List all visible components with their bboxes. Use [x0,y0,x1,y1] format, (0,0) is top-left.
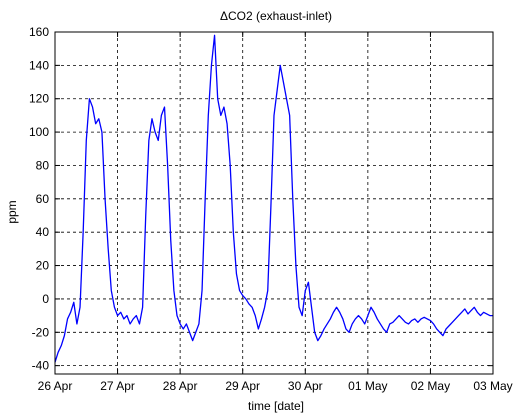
grid [55,32,493,374]
series-line [54,34,493,363]
x-tick-label: 26 Apr [38,379,73,393]
x-tick-label: 30 Apr [288,379,323,393]
y-tick-label: 100 [29,125,49,139]
y-tick-label: 80 [36,158,50,172]
y-tick-label: -40 [32,359,50,373]
x-tick-label: 03 May [473,379,512,393]
x-axis-label: time [date] [248,399,304,413]
y-tick-label: 140 [29,58,49,72]
y-tick-label: 120 [29,92,49,106]
x-tick-label: 02 May [411,379,450,393]
x-tick-labels: 26 Apr 27 Apr 28 Apr 29 Apr 30 Apr 01 May 02 M… [38,379,513,393]
chart-title: ΔCO2 (exhaust-inlet) [220,9,332,23]
ticks [54,31,494,374]
x-tick-label: 27 Apr [100,379,135,393]
x-tick-label: 28 Apr [163,379,198,393]
series-layer [54,34,493,363]
x-tick-label: 29 Apr [225,379,260,393]
y-tick-label: 20 [36,259,50,273]
y-tick-label: 160 [29,25,49,39]
y-tick-label: 40 [36,225,50,239]
plot-frame [54,31,494,375]
y-tick-label: 0 [42,292,49,306]
x-tick-label: 01 May [348,379,387,393]
y-tick-labels: -40 -20 0 20 40 60 80 100 120 140 160 [29,25,49,373]
y-tick-label: -20 [32,325,50,339]
y-axis-label: ppm [5,200,19,223]
y-tick-label: 60 [36,192,50,206]
